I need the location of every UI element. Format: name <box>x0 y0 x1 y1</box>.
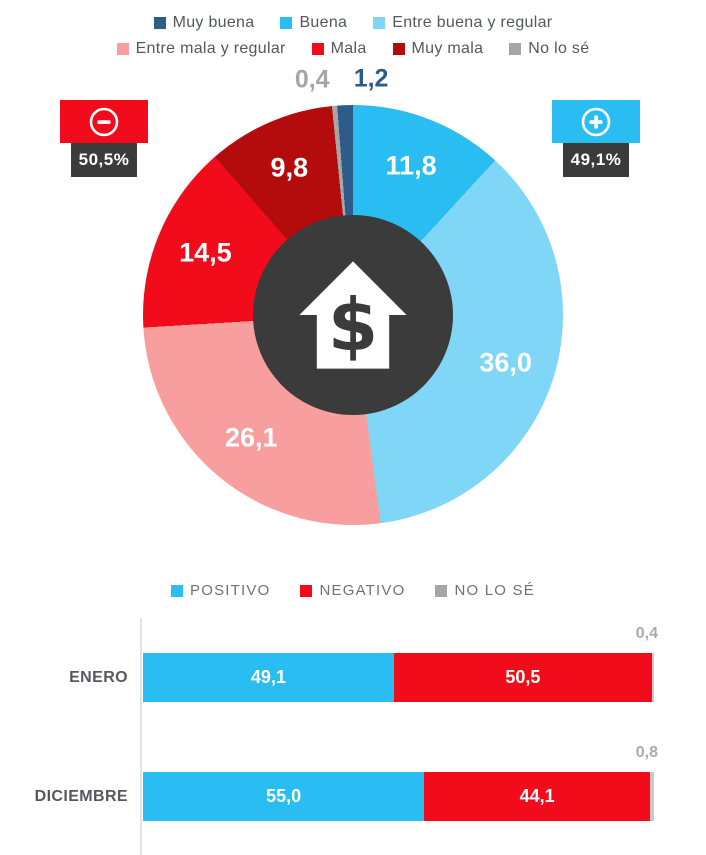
pie-value-label: 11,8 <box>385 150 437 181</box>
legend-label: POSITIVO <box>190 582 271 599</box>
legend-swatch-icon <box>392 43 405 55</box>
bar-value-label: 55,0 <box>266 786 302 806</box>
svg-text:$: $ <box>328 284 378 368</box>
bar-segment-positivo: 55,0 <box>143 772 425 821</box>
legend-item-muy-buena: Muy buena <box>153 14 255 32</box>
legend-label: Buena <box>299 14 348 31</box>
negative-badge: 50,5% <box>60 100 148 177</box>
bar-value-label: 49,1 <box>250 667 286 687</box>
legend-label: NEGATIVO <box>319 582 406 599</box>
legend-swatch-icon <box>116 43 129 55</box>
bar-value-label-nolose: 0,4 <box>635 625 658 642</box>
legend-item-entre-mala-y-regular: Entre mala y regular <box>116 40 286 58</box>
bar-track: 55,0 44,1 <box>143 772 654 821</box>
pie-value-label: 36,0 <box>479 347 532 378</box>
pie-value-label: 9,8 <box>270 152 309 183</box>
legend-item-positivo: POSITIVO <box>171 582 270 599</box>
bar-segment-positivo: 49,1 <box>143 653 394 702</box>
legend-label: Mala <box>330 40 367 57</box>
legend-item-negativo: NEGATIVO <box>300 582 405 599</box>
legend-swatch-icon <box>373 17 386 29</box>
donut-chart: $ 1,2 11,8 36,0 26,1 14,5 9,8 0,4 <box>143 65 563 525</box>
legend-label: No lo sé <box>528 40 590 57</box>
legend-label: NO LO SÉ <box>454 582 535 599</box>
pie-value-label: 14,5 <box>179 237 232 268</box>
legend-swatch-icon <box>300 584 313 597</box>
donut-center: $ <box>253 215 453 415</box>
pie-legend-row: Muy buena Buena Entre buena y regular <box>0 10 706 36</box>
bar-value-label: 44,1 <box>519 786 555 806</box>
legend-label: Entre buena y regular <box>392 14 553 31</box>
bar-segment-negativo: 44,1 <box>424 772 650 821</box>
house-dollar-icon: $ <box>299 255 407 369</box>
bar-value-label-nolose: 0,8 <box>635 744 658 761</box>
legend-label: Entre mala y regular <box>135 40 286 57</box>
bar-row-diciembre: DICIEMBRE 55,0 44,1 0,8 <box>0 744 706 821</box>
pie-value-label: 26,1 <box>224 422 278 453</box>
legend-item-no-lo-se: NO LO SÉ <box>435 582 534 599</box>
pie-value-label: 0,4 <box>294 65 330 94</box>
positive-percentage: 49,1% <box>563 143 629 177</box>
legend-swatch-icon <box>171 584 184 597</box>
category-label: ENERO <box>69 669 128 686</box>
bar-track: 49,1 50,5 <box>143 653 654 702</box>
legend-item-muy-mala: Muy mala <box>392 40 484 58</box>
bar-segment-no-lo-se <box>651 653 654 702</box>
positive-badge: 49,1% <box>552 100 640 177</box>
legend-item-entre-buena-y-regular: Entre buena y regular <box>373 14 552 32</box>
legend-swatch-icon <box>435 584 448 597</box>
pie-value-label: 1,2 <box>353 64 389 93</box>
pie-legend: Muy buena Buena Entre buena y regular Entre… <box>0 10 706 62</box>
legend-item-mala: Mala <box>311 40 367 58</box>
legend-item-buena: Buena <box>280 14 347 32</box>
bar-legend: POSITIVO NEGATIVO NO LO SÉ <box>0 582 706 599</box>
legend-label: Muy mala <box>411 40 484 57</box>
legend-swatch-icon <box>509 43 522 55</box>
bar-segment-no-lo-se <box>649 772 654 821</box>
category-label: DICIEMBRE <box>34 788 128 805</box>
legend-item-no-lo-se: No lo sé <box>509 40 589 58</box>
pie-legend-row: Entre mala y regular Mala Muy mala No lo sé <box>0 36 706 62</box>
legend-label: Muy buena <box>172 14 255 31</box>
negative-percentage: 50,5% <box>71 143 137 177</box>
legend-swatch-icon <box>153 17 166 29</box>
bar-value-label: 50,5 <box>505 667 541 687</box>
bar-segment-negativo: 50,5 <box>393 653 652 702</box>
legend-swatch-icon <box>280 17 293 29</box>
minus-icon <box>60 100 148 143</box>
bar-row-enero: ENERO 49,1 50,5 0,4 <box>0 625 706 702</box>
plus-icon <box>552 100 640 143</box>
y-axis-line <box>140 618 142 855</box>
legend-swatch-icon <box>311 43 324 55</box>
